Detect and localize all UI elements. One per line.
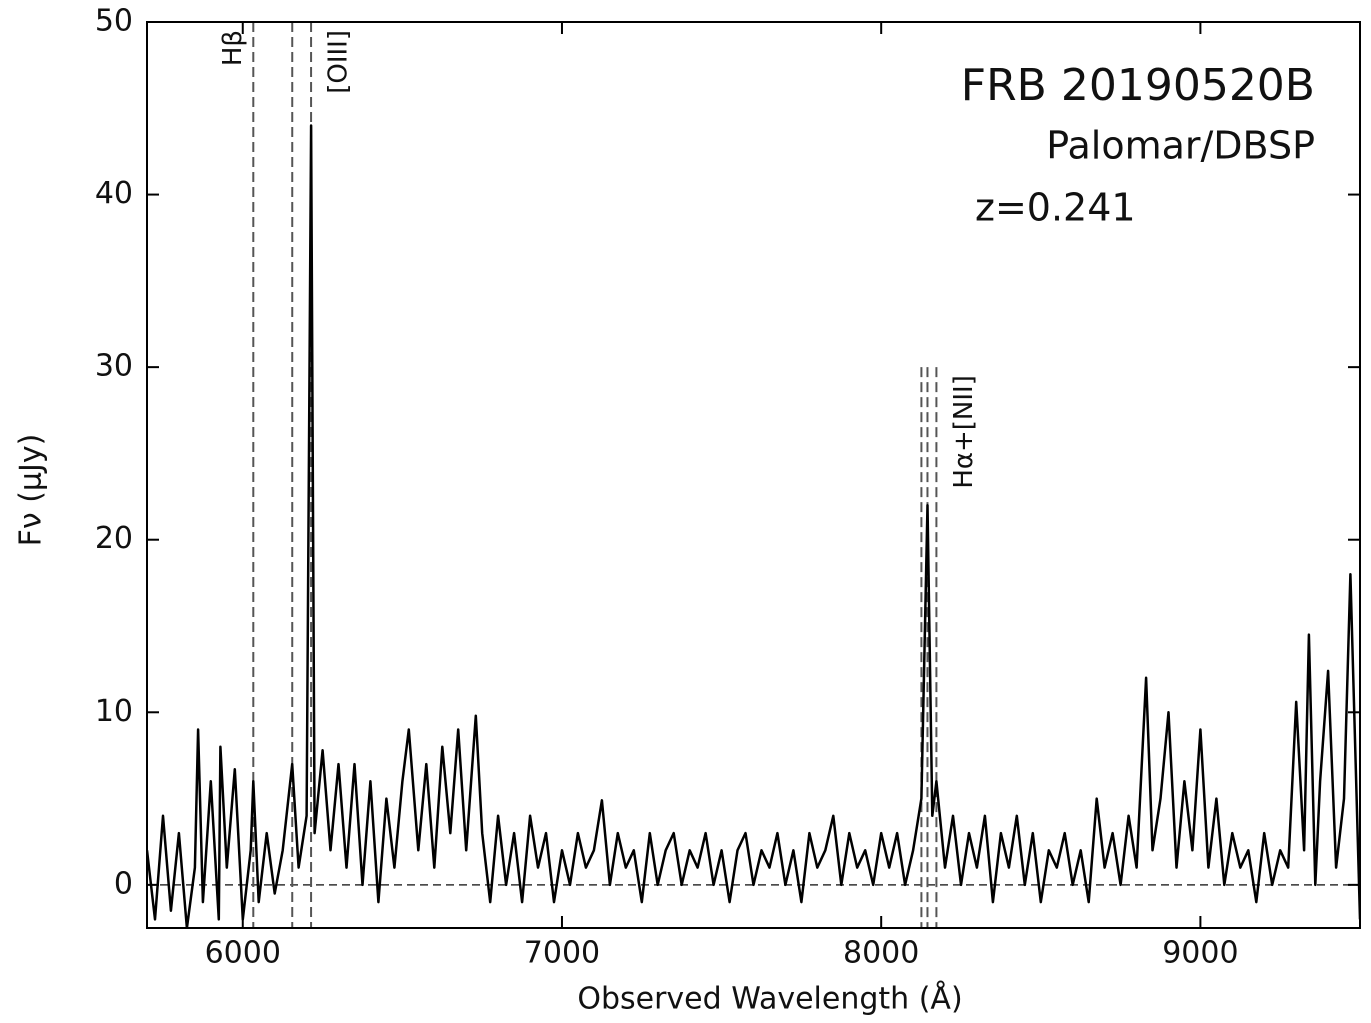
x-tick-label: 7000 bbox=[524, 936, 600, 971]
spectrum-line bbox=[147, 124, 1360, 928]
y-tick-label: 20 bbox=[95, 521, 133, 556]
annotation: Palomar/DBSP bbox=[1046, 124, 1315, 168]
marker-label: [OIII] bbox=[324, 30, 354, 94]
y-tick-label: 50 bbox=[95, 4, 133, 39]
x-tick-label: 9000 bbox=[1162, 936, 1238, 971]
marker-label: Hα+[NII] bbox=[949, 375, 979, 489]
annotation: z=0.241 bbox=[975, 186, 1136, 230]
x-tick-label: 8000 bbox=[843, 936, 919, 971]
y-axis-label: Fν (μJy) bbox=[14, 434, 49, 547]
x-axis-label: Observed Wavelength (Å) bbox=[577, 981, 962, 1017]
y-tick-label: 40 bbox=[95, 176, 133, 211]
chart-title: FRB 20190520B bbox=[961, 60, 1315, 111]
plot-frame bbox=[146, 21, 1361, 929]
y-tick-label: 0 bbox=[114, 866, 133, 901]
y-tick-label: 30 bbox=[95, 349, 133, 384]
marker-label: Hβ bbox=[218, 30, 248, 66]
plot-area bbox=[147, 22, 1360, 928]
x-tick-label: 6000 bbox=[205, 936, 281, 971]
y-tick-label: 10 bbox=[95, 694, 133, 729]
